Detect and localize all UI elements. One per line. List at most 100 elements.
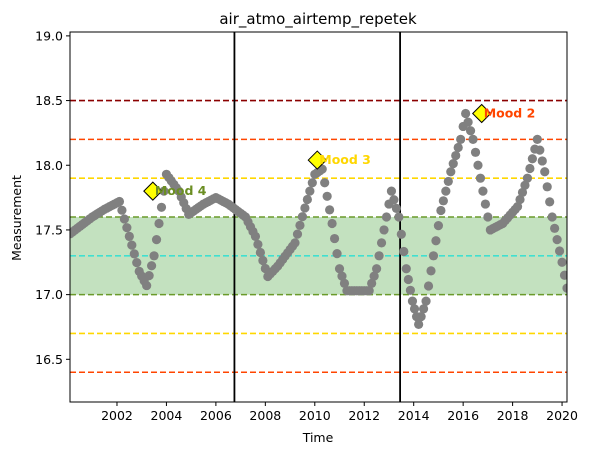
data-point-27: [132, 258, 141, 267]
mood-label-3: Mood 2: [484, 106, 536, 121]
y-tick-label-5: 19.0: [35, 28, 63, 43]
data-point-136: [402, 264, 411, 273]
data-point-20: [115, 197, 124, 206]
data-point-151: [436, 206, 445, 215]
data-point-127: [379, 225, 388, 234]
data-point-163: [466, 126, 475, 135]
data-point-78: [258, 256, 267, 265]
data-point-145: [421, 296, 430, 305]
data-point-142: [414, 320, 423, 329]
data-point-34: [149, 251, 158, 260]
data-point-23: [122, 223, 131, 232]
data-point-194: [543, 182, 552, 191]
data-point-167: [476, 174, 485, 183]
data-point-157: [451, 151, 460, 160]
mood-label-2: Mood 3: [319, 152, 371, 167]
data-point-138: [406, 286, 415, 295]
data-point-140: [410, 304, 419, 313]
data-point-91: [290, 238, 299, 247]
data-point-104: [323, 192, 332, 201]
data-point-154: [444, 177, 453, 186]
data-point-195: [545, 197, 554, 206]
data-point-148: [429, 251, 438, 260]
data-point-158: [454, 143, 463, 152]
x-axis-title: Time: [302, 430, 334, 445]
data-point-94: [298, 212, 307, 221]
data-point-190: [533, 135, 542, 144]
mood-label-1: Mood 4: [155, 183, 207, 198]
data-point-149: [431, 236, 440, 245]
data-point-124: [372, 264, 381, 273]
y-tick-label-1: 17.0: [35, 287, 63, 302]
data-point-22: [120, 214, 129, 223]
data-point-32: [145, 271, 154, 280]
x-tick-label-3: 2008: [249, 408, 281, 423]
x-tick-label-6: 2014: [398, 408, 430, 423]
data-point-164: [468, 135, 477, 144]
data-point-76: [253, 240, 262, 249]
data-point-170: [483, 212, 492, 221]
data-point-169: [481, 199, 490, 208]
data-point-188: [528, 154, 537, 163]
data-point-196: [548, 212, 557, 221]
data-point-193: [540, 167, 549, 176]
x-tick-label-8: 2018: [497, 408, 529, 423]
x-tick-label-0: 2002: [101, 408, 133, 423]
data-point-95: [300, 203, 309, 212]
data-point-143: [417, 312, 426, 321]
data-point-147: [426, 266, 435, 275]
data-point-161: [461, 109, 470, 118]
data-point-156: [449, 159, 458, 168]
data-point-199: [555, 246, 564, 255]
data-point-153: [441, 187, 450, 196]
data-point-125: [374, 251, 383, 260]
data-point-168: [478, 187, 487, 196]
y-tick-label-4: 18.5: [35, 93, 63, 108]
data-point-200: [557, 258, 566, 267]
y-axis-title: Measurement: [9, 175, 24, 261]
data-point-130: [387, 187, 396, 196]
x-tick-label-1: 2004: [151, 408, 183, 423]
data-point-201: [560, 271, 569, 280]
data-point-186: [523, 174, 532, 183]
data-point-165: [471, 148, 480, 157]
data-point-36: [154, 219, 163, 228]
data-point-198: [553, 235, 562, 244]
data-point-108: [332, 249, 341, 258]
data-point-155: [446, 167, 455, 176]
x-tick-label-4: 2010: [299, 408, 331, 423]
data-point-137: [404, 275, 413, 284]
x-tick-label-5: 2012: [348, 408, 380, 423]
data-point-25: [127, 241, 136, 250]
y-tick-label-2: 17.5: [35, 222, 63, 237]
chart-title: air_atmo_airtemp_repetek: [219, 10, 417, 29]
data-point-103: [320, 178, 329, 187]
x-tick-label-9: 2020: [546, 408, 578, 423]
data-point-96: [303, 195, 312, 204]
plot-clipped-group: Mood 4 Mood 3 Mood 2: [65, 32, 571, 402]
data-point-98: [308, 178, 317, 187]
data-point-93: [295, 221, 304, 230]
data-point-133: [394, 212, 403, 221]
data-point-162: [463, 118, 472, 127]
data-point-105: [325, 205, 334, 214]
data-point-75: [251, 232, 260, 241]
data-point-191: [535, 146, 544, 155]
data-point-150: [434, 221, 443, 230]
data-point-159: [456, 135, 465, 144]
data-point-97: [305, 187, 314, 196]
data-point-166: [473, 161, 482, 170]
data-point-126: [377, 238, 386, 247]
data-point-128: [382, 212, 391, 221]
data-point-35: [152, 235, 161, 244]
data-point-132: [392, 204, 401, 213]
y-tick-label-0: 16.5: [35, 352, 63, 367]
x-tick-label-7: 2016: [447, 408, 479, 423]
data-point-106: [327, 219, 336, 228]
data-point-107: [330, 234, 339, 243]
y-tick-label-3: 18.0: [35, 158, 63, 173]
data-point-152: [439, 196, 448, 205]
data-point-197: [550, 224, 559, 233]
